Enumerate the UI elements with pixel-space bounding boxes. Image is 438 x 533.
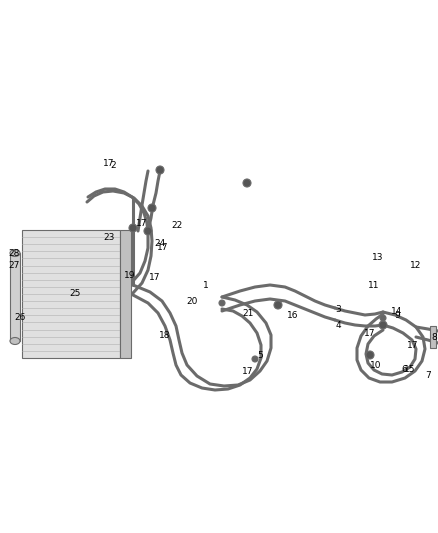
Text: 20: 20 [186, 296, 198, 305]
Text: 26: 26 [14, 313, 26, 322]
Text: 11: 11 [368, 280, 380, 289]
Circle shape [366, 351, 374, 359]
Text: 27: 27 [8, 261, 20, 270]
Circle shape [274, 301, 282, 309]
Text: 17: 17 [364, 328, 376, 337]
Text: 12: 12 [410, 261, 422, 270]
Ellipse shape [10, 249, 20, 256]
Text: 3: 3 [335, 304, 341, 313]
Text: 17: 17 [407, 341, 419, 350]
Text: 9: 9 [394, 311, 400, 319]
Text: 14: 14 [391, 306, 403, 316]
Bar [120, 230, 131, 358]
Circle shape [148, 204, 156, 212]
Circle shape [379, 321, 387, 329]
Text: 17: 17 [149, 273, 161, 282]
Text: 24: 24 [154, 238, 166, 247]
Text: 6: 6 [401, 365, 407, 374]
Circle shape [129, 224, 137, 232]
Bar [22, 230, 120, 358]
Bar [430, 326, 436, 348]
Text: 17: 17 [242, 367, 254, 376]
Text: 19: 19 [124, 271, 136, 279]
Text: 28: 28 [8, 248, 20, 257]
Circle shape [144, 227, 152, 235]
Text: 16: 16 [287, 311, 299, 319]
Text: 21: 21 [242, 309, 254, 318]
Circle shape [243, 179, 251, 187]
Text: 23: 23 [103, 233, 115, 243]
Text: 18: 18 [159, 330, 171, 340]
Text: 15: 15 [404, 365, 416, 374]
Text: 1: 1 [203, 280, 209, 289]
Text: 10: 10 [370, 360, 382, 369]
Circle shape [156, 166, 164, 174]
Ellipse shape [10, 337, 20, 344]
Circle shape [252, 356, 258, 362]
Text: 2: 2 [110, 160, 116, 169]
Bar [10, 253, 20, 341]
Text: 17: 17 [136, 219, 148, 228]
Text: 7: 7 [425, 372, 431, 381]
Text: 5: 5 [257, 351, 263, 359]
Text: 17: 17 [157, 244, 169, 253]
Text: 4: 4 [335, 321, 341, 330]
Text: 25: 25 [69, 288, 81, 297]
Text: 13: 13 [372, 254, 384, 262]
Text: 17: 17 [103, 158, 115, 167]
Text: 22: 22 [171, 222, 183, 230]
Circle shape [219, 300, 225, 306]
Circle shape [380, 315, 386, 321]
Text: 8: 8 [431, 334, 437, 343]
